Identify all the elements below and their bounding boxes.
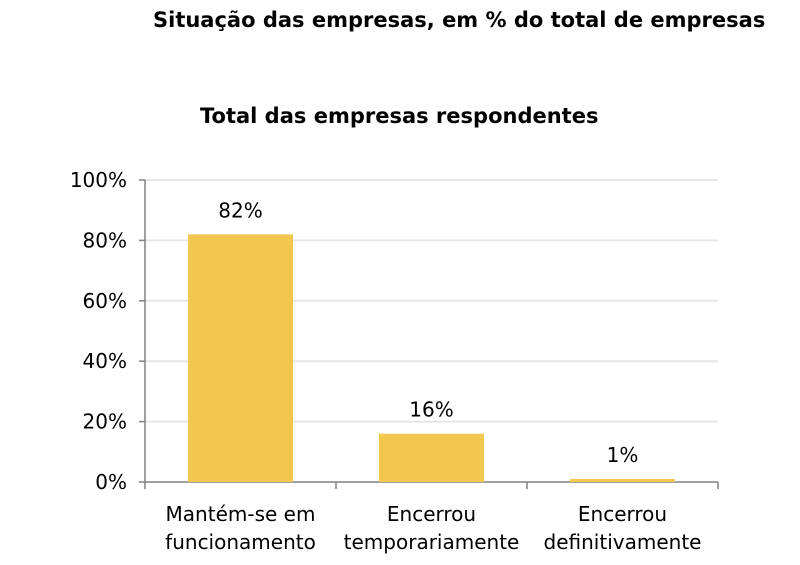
- y-tick-label: 20%: [83, 410, 127, 434]
- page-title: Situação das empresas, em % do total de …: [153, 8, 766, 32]
- y-tick-label: 60%: [83, 289, 127, 313]
- category-label: Encerrou: [578, 502, 667, 526]
- category-label: temporariamente: [344, 530, 520, 554]
- bar: [379, 433, 484, 482]
- bar: [188, 234, 293, 482]
- category-label: funcionamento: [165, 530, 316, 554]
- data-label: 82%: [218, 198, 262, 222]
- bar: [570, 478, 675, 482]
- data-label: 16%: [409, 398, 453, 422]
- category-label: Encerrou: [387, 502, 476, 526]
- y-tick-label: 80%: [83, 228, 127, 252]
- y-tick-label: 40%: [83, 349, 127, 373]
- y-tick-label: 100%: [70, 168, 127, 192]
- category-label: Mantém-se em: [166, 502, 316, 526]
- category-label: definitivamente: [544, 530, 702, 554]
- chart-title: Total das empresas respondentes: [200, 104, 599, 128]
- y-tick-label: 0%: [95, 470, 127, 494]
- data-label: 1%: [607, 443, 639, 467]
